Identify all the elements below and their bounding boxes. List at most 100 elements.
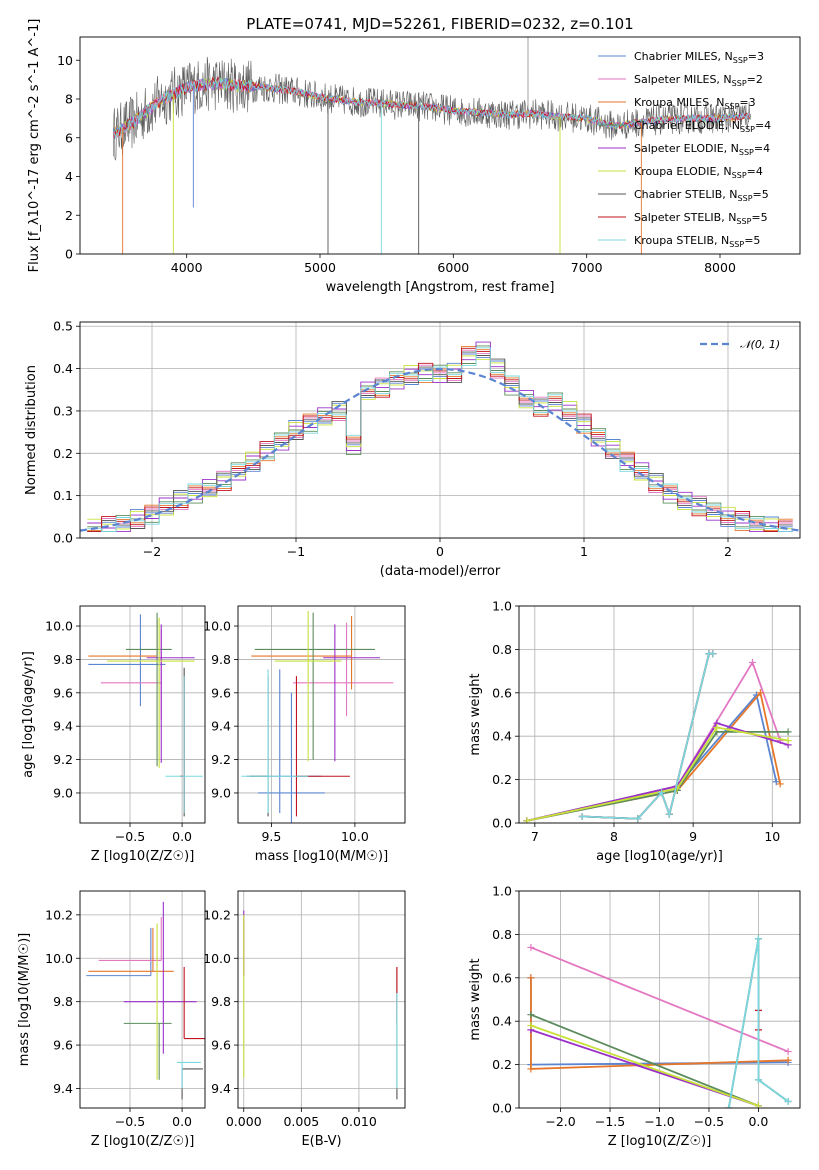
x-tick-label: −0.5 <box>115 829 145 844</box>
weight-series <box>526 660 782 822</box>
panel-4: 7 8 9 10 0.0 0.2 0.4 0.6 0.8 1.0 age [log10(age/yr… <box>468 599 801 864</box>
histogram-series <box>87 351 793 533</box>
y-tick-label: 0.0 <box>492 816 512 831</box>
weight-marker <box>725 1104 733 1108</box>
y-tick-label: 0 <box>65 247 73 262</box>
y-tick-label: 9.8 <box>211 652 231 667</box>
legend-entry: Kroupa STELIB, NSSP=5 <box>634 234 760 249</box>
panel-6: 0.000 0.005 0.010 9.4 9.6 9.8 10.0 10.2 E(B-V) <box>203 890 406 1149</box>
y-tick-label: 9.6 <box>211 1038 231 1053</box>
legend-sub: SSP <box>724 102 739 111</box>
legend-entry: Chabrier ELODIE, NSSP=4 <box>634 119 771 134</box>
y-tick-label: 0.6 <box>492 685 512 700</box>
legend-entry: Chabrier STELIB, NSSP=5 <box>634 188 769 203</box>
weight-series <box>526 693 778 822</box>
weight-marker <box>709 650 717 658</box>
x-tick-label: 0.0 <box>172 829 192 844</box>
weight-marker <box>754 935 762 943</box>
plot-area <box>523 650 792 823</box>
weight-marker <box>784 1097 792 1105</box>
weight-marker <box>784 1048 792 1056</box>
plot-area <box>527 935 792 1108</box>
panel-3: 9.5 10.0 9.0 9.2 9.4 9.6 9.8 10.0 mass [log10(M/… <box>203 605 406 864</box>
plot-area <box>112 37 751 254</box>
axes-frame <box>79 605 206 824</box>
y-tick-label: 0.6 <box>492 970 512 985</box>
legend-sub: SSP <box>740 125 755 134</box>
legend-suffix: =5 <box>744 234 760 247</box>
histogram-series <box>87 355 793 531</box>
y-tick-label: 9.6 <box>53 1038 73 1053</box>
y-tick-label: 9.0 <box>53 785 73 800</box>
weight-marker <box>578 812 586 820</box>
legend-suffix: =2 <box>747 73 763 86</box>
x-tick-label: 9 <box>689 829 697 844</box>
weight-marker <box>784 1056 792 1064</box>
x-tick-label: 0.0 <box>748 1114 768 1129</box>
y-axis-label: mass [log10(M/M☉)] <box>17 933 32 1066</box>
weight-marker <box>527 1065 535 1073</box>
legend-entry: Salpeter MILES, NSSP=2 <box>634 73 763 88</box>
y-tick-label: 0.4 <box>492 729 512 744</box>
axes-frame <box>518 890 801 1109</box>
x-tick-label: −0.5 <box>115 1114 145 1129</box>
legend-sub: SSP <box>738 194 753 203</box>
weight-series <box>526 731 789 822</box>
x-tick-label: 0 <box>436 544 444 559</box>
y-tick-label: 0.0 <box>492 1101 512 1116</box>
histogram-series <box>87 347 793 533</box>
y-tick-label: 9.8 <box>53 652 73 667</box>
legend-sub: SSP <box>733 56 748 65</box>
legend-suffix: =4 <box>754 142 770 155</box>
x-tick-label: −2.0 <box>545 1114 575 1129</box>
y-tick-label: 9.4 <box>211 1081 231 1096</box>
y-tick-label: 10.2 <box>45 907 73 922</box>
weight-series <box>526 726 789 822</box>
x-tick-label: −2 <box>143 544 161 559</box>
weight-series <box>530 946 789 1053</box>
y-tick-label: 9.4 <box>211 719 231 734</box>
y-tick-label: 4 <box>65 169 73 184</box>
weight-series <box>526 722 789 822</box>
x-axis-label: Z [log10(Z/Z☉)] <box>91 1134 195 1149</box>
weight-marker <box>754 1102 762 1108</box>
weight-marker <box>784 728 792 736</box>
weight-marker <box>754 1076 762 1084</box>
x-tick-label: 2 <box>724 544 732 559</box>
axes-frame <box>237 605 406 824</box>
x-tick-label: 4000 <box>171 260 203 275</box>
axes-frame <box>79 321 801 539</box>
weight-marker <box>527 943 535 951</box>
x-axis-label: wavelength [Angstrom, rest frame] <box>326 280 555 295</box>
weight-series <box>530 1024 759 1107</box>
weight-series <box>727 938 789 1108</box>
legend-text: Kroupa MILES, N <box>634 96 724 109</box>
legend-text: Kroupa STELIB, N <box>634 234 729 247</box>
axes-frame <box>518 605 801 824</box>
plot-area <box>241 611 394 823</box>
legend-text: Kroupa ELODIE, N <box>634 165 732 178</box>
panel-7: −2.0 −1.5 −1.0 −0.5 0.0 0.0 0.2 0.4 0.6 0.8 1.0 Z [… <box>468 884 801 1149</box>
panel-1: −2 −1 0 1 2 0.0 0.1 0.2 0.3 0.4 0.5 (data-model)/er… <box>24 319 801 579</box>
y-tick-label: 10.0 <box>203 951 231 966</box>
legend-text: Chabrier ELODIE, N <box>634 119 740 132</box>
legend-sub: SSP <box>732 171 747 180</box>
legend-sub: SSP <box>739 148 754 157</box>
plot-area <box>243 910 398 1100</box>
y-axis-label: mass weight <box>468 958 483 1040</box>
legend-entry: Salpeter STELIB, NSSP=5 <box>634 211 768 226</box>
y-tick-label: 0.4 <box>53 361 73 376</box>
weight-marker <box>772 778 780 786</box>
y-tick-label: 2 <box>65 208 73 223</box>
weight-marker <box>527 1011 535 1019</box>
y-tick-label: 9.4 <box>53 1081 73 1096</box>
x-tick-label: −1.0 <box>644 1114 674 1129</box>
legend-entry: Salpeter ELODIE, NSSP=4 <box>634 142 770 157</box>
weight-marker <box>713 724 721 732</box>
axes-frame <box>237 890 406 1109</box>
weight-marker <box>665 810 673 818</box>
legend-entry: Kroupa ELODIE, NSSP=4 <box>634 165 763 180</box>
y-tick-label: 0.4 <box>492 1014 512 1029</box>
